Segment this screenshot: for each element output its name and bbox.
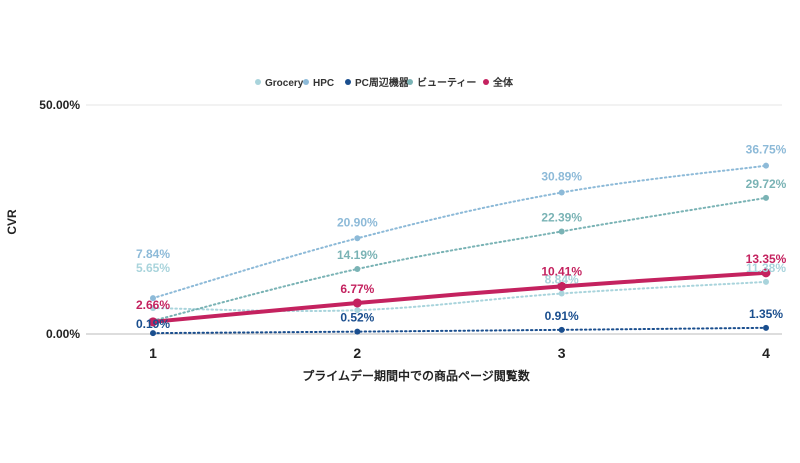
data-point [558,228,565,235]
x-tick-label: 4 [762,345,770,361]
y-axis-ticks: 50.00% 0.00% [39,98,80,341]
legend-marker [483,79,489,85]
data-labels: 5.65% 8.84% 11.38% 7.84% 20.90% 30.89% 36.75% 0… [136,143,787,331]
legend-item: PC周辺機器 [345,76,410,89]
x-axis-title: プライムデー期間中での商品ページ閲覧数 [302,368,531,383]
data-label: 7.84% [136,247,170,261]
data-point [150,330,156,337]
legend-label: 全体 [492,76,514,89]
legend-marker [255,79,261,85]
data-point [352,298,362,308]
data-point [761,268,771,278]
data-label: 30.89% [541,170,582,184]
data-point [558,290,565,297]
data-label: 5.65% [136,261,170,275]
x-axis-ticks: 1 2 3 4 [149,345,770,361]
data-point [150,295,156,302]
data-point [557,281,567,291]
data-label: 2.66% [136,298,170,312]
legend-marker [345,79,351,85]
data-point [763,194,769,201]
legend-marker [303,79,309,85]
gridlines [86,104,782,335]
data-point [354,307,361,314]
legend-label: Grocery [265,78,304,89]
data-label: 10.41% [541,264,582,278]
y-tick-label: 0.00% [46,327,80,341]
data-label: 13.35% [746,252,787,266]
series-line-0 [152,280,767,313]
legend-label: ビューティー [417,76,476,89]
series-line-1 [152,164,767,300]
x-tick-label: 3 [558,345,566,361]
data-label: 29.72% [746,177,787,191]
legend-label: PC周辺機器 [355,76,410,89]
data-point [558,326,565,333]
data-point [558,189,565,196]
data-label: 20.90% [337,215,378,229]
data-label: 1.35% [749,307,783,321]
data-point [148,317,158,327]
y-axis-title: CVR [5,209,19,235]
data-point [763,324,769,331]
data-label: 0.91% [545,309,579,323]
legend: Grocery HPC PC周辺機器 ビューティー 全体 [255,76,514,89]
legend-item: Grocery [255,78,304,89]
data-label: 14.19% [337,248,378,262]
legend-item: HPC [303,78,334,89]
series-line-4 [151,270,768,324]
series-lines [151,164,768,335]
data-label: 6.77% [340,282,374,296]
data-point [763,278,769,285]
series-line-3 [152,196,767,322]
data-points [148,162,771,337]
legend-marker [407,79,413,85]
data-label: 0.52% [340,311,374,325]
data-point [150,305,156,312]
data-label: 11.38% [746,261,786,275]
data-label: 22.39% [541,210,582,224]
data-label: 0.19% [136,317,170,331]
legend-label: HPC [313,78,334,89]
data-point [354,328,361,335]
data-label: 36.75% [746,143,787,157]
data-point [763,162,769,169]
y-tick-label: 50.00% [39,98,80,112]
data-point [354,235,361,242]
x-tick-label: 1 [149,345,157,361]
data-label: 8.84% [545,273,579,287]
legend-item: 全体 [483,76,514,89]
x-tick-label: 2 [353,345,361,361]
legend-item: ビューティー [407,76,476,89]
data-point [354,266,361,273]
series-line-2 [152,326,767,335]
